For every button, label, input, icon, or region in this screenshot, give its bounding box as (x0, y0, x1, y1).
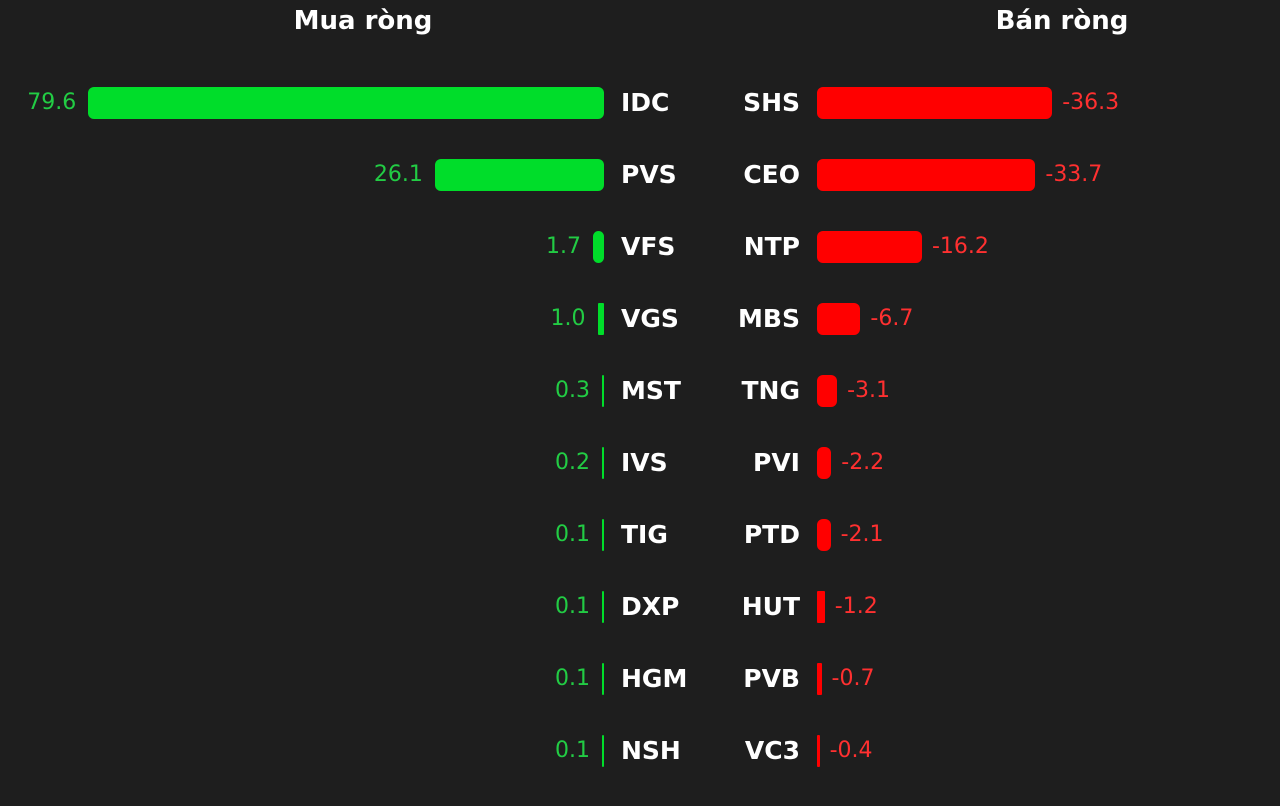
buy-bar-vgs (597, 303, 604, 335)
sell-value-label: -3.1 (847, 378, 891, 403)
sell-ticker-label: PTD (743, 520, 800, 549)
sell-panel-title: Bán ròng (995, 6, 1129, 36)
sell-bar-shs (817, 87, 1053, 119)
buy-panel-title: Mua ròng (293, 6, 433, 36)
buy-ticker-label: HGM (621, 664, 688, 693)
buy-value-label: 1.7 (545, 234, 581, 259)
buy-value-label: 0.2 (555, 450, 590, 475)
sell-ticker-label: MBS (738, 304, 800, 333)
sell-value-label: -0.7 (831, 666, 875, 691)
buy-value-label: 0.1 (555, 666, 590, 691)
buy-value-label: 0.3 (555, 378, 590, 403)
buy-value-label: 79.6 (27, 90, 77, 115)
sell-ticker-label: NTP (743, 232, 800, 261)
buy-ticker-label: VGS (621, 304, 679, 333)
buy-bar-vfs (592, 231, 604, 263)
sell-bar-ntp (817, 231, 922, 263)
buy-bar-tig (602, 519, 604, 551)
sell-ticker-label: PVB (743, 664, 800, 693)
sell-ticker-label: TNG (741, 376, 801, 405)
sell-value-label: -16.2 (931, 234, 989, 259)
sell-value-label: -2.2 (841, 450, 885, 475)
buy-ticker-label: TIG (621, 520, 668, 549)
buy-bar-pvs (434, 159, 604, 191)
buy-value-label: 1.0 (550, 306, 586, 331)
sell-bar-mbs (817, 303, 861, 335)
buy-ticker-label: PVS (621, 160, 677, 189)
buy-ticker-label: IVS (621, 448, 668, 477)
sell-bar-ptd (817, 519, 831, 551)
buy-value-label: 26.1 (373, 162, 423, 187)
buy-ticker-label: VFS (621, 232, 676, 261)
buy-ticker-label: DXP (621, 592, 680, 621)
buy-bar-hgm (602, 663, 604, 695)
sell-bar-hut (817, 591, 825, 623)
buy-value-label: 0.1 (555, 594, 590, 619)
sell-bar-ceo (817, 159, 1036, 191)
sell-bar-pvi (817, 447, 832, 479)
buy-value-label: 0.1 (555, 738, 590, 763)
sell-value-label: -0.4 (829, 738, 873, 763)
buy-bar-dxp (602, 591, 604, 623)
sell-ticker-label: CEO (743, 160, 800, 189)
sell-value-label: -2.1 (840, 522, 884, 547)
sell-ticker-label: PVI (753, 448, 800, 477)
buy-bar-nsh (602, 735, 604, 767)
buy-bar-ivs (602, 447, 604, 479)
sell-bar-vc3 (817, 735, 820, 767)
sell-ticker-label: VC3 (744, 736, 800, 765)
sell-bar-pvb (817, 663, 822, 695)
sell-value-label: -36.3 (1062, 90, 1120, 115)
sell-bar-tng (817, 375, 838, 407)
sell-value-label: -1.2 (834, 594, 878, 619)
buy-ticker-label: NSH (621, 736, 681, 765)
buy-value-label: 0.1 (555, 522, 590, 547)
buy-ticker-label: MST (621, 376, 681, 405)
sell-ticker-label: SHS (743, 88, 800, 117)
sell-ticker-label: HUT (741, 592, 800, 621)
buy-bar-mst (602, 375, 604, 407)
sell-value-label: -6.7 (870, 306, 914, 331)
buy-ticker-label: IDC (621, 88, 670, 117)
sell-value-label: -33.7 (1045, 162, 1103, 187)
buy-bar-idc (88, 87, 604, 119)
